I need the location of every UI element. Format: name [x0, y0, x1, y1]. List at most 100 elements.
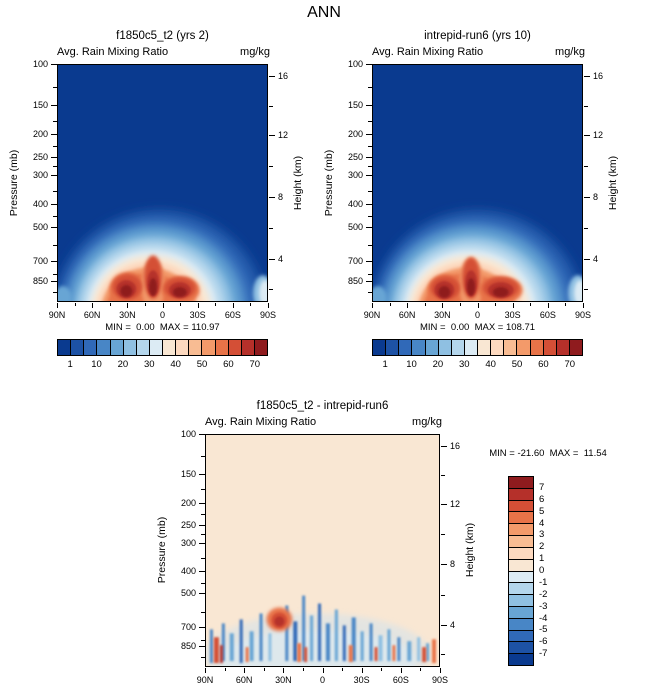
pressure-minor-tick — [201, 456, 205, 458]
lat-tick-label: 90S — [259, 310, 276, 320]
pressure-tick — [51, 260, 57, 262]
colorbar-tick-label: 40 — [485, 359, 496, 370]
pressure-minor-tick — [53, 216, 57, 218]
diff-colorbar-tick-label: -6 — [539, 636, 548, 648]
lat-tick — [232, 303, 234, 308]
diff-colorbar-segment — [509, 606, 533, 619]
diff-minmax-stats: MIN = -21.60 MAX = 11.54 — [489, 448, 607, 459]
pressure-tick-label: 300 — [180, 537, 196, 548]
colorbar-segment — [569, 340, 582, 355]
pressure-tick — [199, 542, 205, 544]
pressure-tick — [199, 474, 205, 476]
lat-minor-tick — [250, 303, 252, 306]
diff-colorbar-tick-label: -3 — [539, 600, 548, 612]
diff-colorbar-tick-label: -1 — [539, 576, 548, 588]
colorbar-segment — [241, 340, 255, 355]
height-tick — [584, 259, 590, 261]
pressure-minor-tick — [53, 190, 57, 192]
panel-model-a: f1850c5_t2 (yrs 2) Avg. Rain Mixing Rati… — [2, 26, 310, 378]
pressure-minor-tick — [368, 146, 372, 148]
pressure-tick-label: 150 — [347, 100, 363, 111]
lat-tick — [322, 668, 324, 673]
colorbar-segment — [517, 340, 531, 355]
colorbar-segment — [412, 340, 426, 355]
lat-tick-label: 90S — [431, 675, 448, 685]
pressure-tick-label: 700 — [180, 621, 196, 632]
pressure-tick-label: 850 — [180, 641, 196, 652]
colorbar-segment — [464, 340, 478, 355]
pressure-tick-label: 200 — [180, 497, 196, 508]
pressure-tick-label: 400 — [180, 566, 196, 577]
pressure-tick — [51, 204, 57, 206]
pressure-tick — [366, 105, 372, 107]
colorbar-segment — [215, 340, 229, 355]
height-tick-label: 8 — [450, 559, 456, 570]
pressure-tick — [366, 134, 372, 136]
pressure-minor-tick — [53, 166, 57, 168]
pressure-minor-tick — [201, 583, 205, 585]
pressure-tick-label: 150 — [180, 469, 196, 480]
lat-tick-label: 90N — [48, 310, 66, 320]
lat-minor-tick — [495, 303, 497, 306]
colorbar-segment — [163, 340, 177, 355]
pressure-tick-label: 200 — [32, 129, 48, 140]
height-minor-tick — [441, 474, 445, 476]
pressure-tick-label: 700 — [32, 255, 48, 266]
lat-tick-label: 0 — [319, 675, 325, 685]
height-minor-tick — [584, 166, 588, 168]
pressure-tick — [366, 280, 372, 282]
lat-tick-label: 0 — [474, 310, 480, 320]
colorbar-segment — [71, 340, 85, 355]
pressure-minor-tick — [368, 86, 372, 88]
pressure-minor-tick — [201, 558, 205, 560]
pressure-minor-tick — [53, 120, 57, 122]
pressure-minor-tick — [53, 86, 57, 88]
pressure-tick-label: 400 — [32, 199, 48, 210]
lat-tick-label: 60S — [224, 310, 241, 320]
pressure-tick-label: 200 — [347, 129, 363, 140]
lat-minor-tick — [389, 303, 391, 306]
diff-colorbar-tick-label: 3 — [539, 529, 545, 541]
contour-plot-model-a — [57, 64, 268, 302]
height-minor-tick — [584, 228, 588, 230]
pressure-minor-tick — [53, 291, 57, 293]
pressure-minor-tick — [201, 489, 205, 491]
lat-tick — [244, 668, 246, 673]
diff-colorbar-segment — [509, 654, 533, 665]
lat-tick-label: 30S — [504, 310, 521, 320]
pressure-tick — [366, 226, 372, 228]
lat-tick — [442, 303, 444, 308]
pressure-tick — [199, 502, 205, 504]
lat-tick-label: 60S — [392, 675, 409, 685]
height-minor-tick — [584, 288, 588, 290]
diff-colorbar-tick-label: -5 — [539, 624, 548, 636]
diff-colorbar-tick-label: -2 — [539, 588, 548, 600]
pressure-minor-tick — [201, 534, 205, 536]
lat-tick-label: 60N — [235, 675, 253, 685]
height-minor-tick — [441, 534, 445, 536]
pressure-minor-tick — [201, 514, 205, 516]
colorbar-segment — [478, 340, 492, 355]
diff-colorbar-tick-label: 2 — [539, 541, 545, 553]
pressure-minor-tick — [53, 146, 57, 148]
panel-diff: f1850c5_t2 - intrepid-run6 Avg. Rain Mix… — [150, 396, 490, 691]
pressure-tick-label: 700 — [347, 255, 363, 266]
colorbar-segment — [149, 340, 163, 355]
lat-tick-label: 0 — [159, 310, 165, 320]
colorbar-segment — [556, 340, 570, 355]
lat-tick — [205, 668, 206, 673]
colorbar-segment — [254, 340, 267, 355]
panel-units: mg/kg — [240, 46, 270, 58]
colorbar-tick-label: 60 — [223, 359, 234, 370]
diff-colorbar-segment — [509, 488, 533, 501]
colorbar — [372, 339, 583, 356]
height-tick — [269, 197, 275, 199]
pressure-tick — [51, 175, 57, 177]
height-tick — [269, 135, 275, 137]
diff-colorbar-segment — [509, 583, 533, 596]
height-minor-tick — [441, 654, 445, 656]
lat-tick — [283, 668, 285, 673]
panel-title: intrepid-run6 (yrs 10) — [424, 30, 531, 42]
lat-minor-tick — [381, 668, 383, 671]
contour-plot-model-b — [372, 64, 583, 302]
